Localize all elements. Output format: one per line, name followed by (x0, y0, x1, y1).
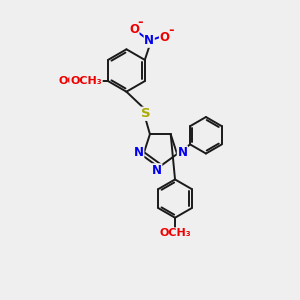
Text: N: N (152, 164, 162, 177)
Text: -: - (168, 24, 174, 37)
Text: O: O (129, 23, 139, 36)
Text: S: S (141, 107, 150, 120)
Text: -: - (137, 16, 142, 29)
Text: N: N (177, 146, 188, 159)
Text: O: O (160, 31, 170, 44)
Text: OCH₃: OCH₃ (70, 76, 102, 85)
Text: O: O (80, 75, 90, 88)
Text: N: N (144, 34, 154, 47)
Text: OCH₃: OCH₃ (159, 228, 191, 238)
Text: N: N (134, 146, 144, 159)
Text: OCH₃: OCH₃ (59, 76, 90, 86)
